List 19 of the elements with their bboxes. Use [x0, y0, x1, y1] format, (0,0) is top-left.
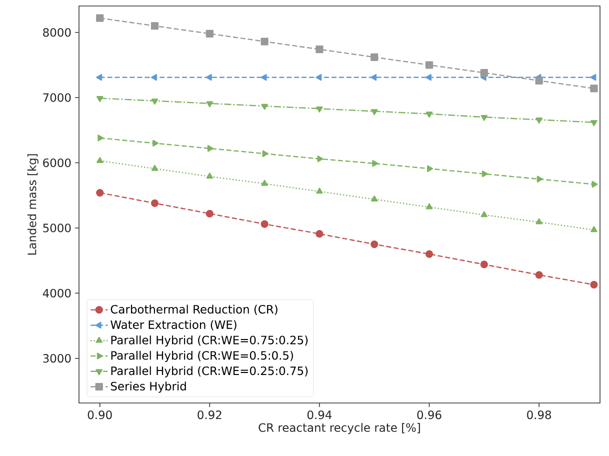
x-axis-title: CR reactant recycle rate [%] [258, 423, 420, 434]
legend-label: Water Extraction (WE) [110, 320, 236, 330]
legend-label: Parallel Hybrid (CR:WE=0.25:0.75) [111, 366, 308, 378]
x-tick-label: 0.92 [198, 410, 222, 420]
x-tick-label: 0.98 [527, 410, 552, 420]
y-tick-label: 4000 [42, 288, 71, 298]
legend-label: Parallel Hybrid (CR:WE=0.75:0.25) [111, 336, 308, 347]
x-tick-label: 0.96 [417, 410, 442, 420]
legend-label: Series Hybrid [110, 382, 186, 393]
y-tick-label: 8000 [43, 28, 71, 37]
y-tick-label: 6000 [43, 158, 71, 168]
legend-label: Carbothermal Reduction (CR) [110, 304, 278, 315]
x-tick-label: 0.94 [307, 410, 332, 420]
y-axis-title: Landed mass [kg] [27, 154, 38, 255]
y-tick-label: 3000 [43, 354, 71, 363]
y-tick-label: 7000 [43, 93, 71, 102]
y-tick-label: 5000 [43, 224, 71, 232]
x-tick-label: 0.90 [88, 410, 112, 420]
legend-label: Parallel Hybrid (CR:WE=0.5:0.5) [111, 350, 293, 362]
